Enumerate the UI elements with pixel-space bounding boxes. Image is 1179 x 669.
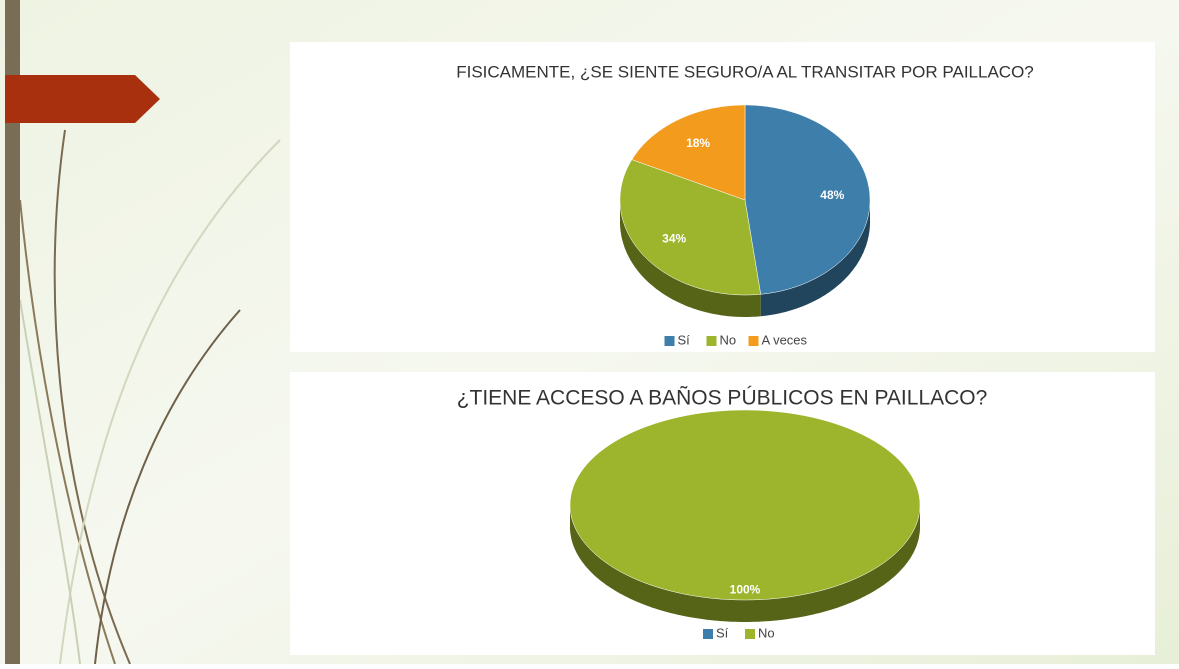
- chart-title: FISICAMENTE, ¿SE SIENTE SEGURO/A AL TRAN…: [456, 62, 1034, 81]
- legend-label: Sí: [716, 625, 729, 640]
- arrow: [5, 75, 160, 123]
- side-bar: [5, 0, 20, 664]
- slice-side: [570, 505, 920, 622]
- legend-swatch: [664, 336, 675, 346]
- legend-swatch: [706, 336, 717, 346]
- data-label: 100%: [730, 583, 761, 597]
- data-label: 34%: [662, 231, 686, 245]
- slice: [619, 159, 761, 296]
- legend-label: A veces: [762, 332, 808, 347]
- data-label: 48%: [820, 188, 844, 202]
- slice-side: [760, 200, 870, 317]
- data-label: 18%: [686, 136, 710, 150]
- legend-swatch: [703, 629, 713, 639]
- legend-label: Sí: [678, 332, 691, 347]
- legend-swatch: [748, 336, 759, 346]
- legend-label: No: [758, 625, 775, 640]
- decoration: [19, 129, 281, 665]
- legend-swatch: [745, 629, 755, 639]
- slice: [631, 104, 746, 201]
- slice: [569, 409, 921, 601]
- slice-side: [620, 200, 761, 317]
- legend-label: No: [720, 332, 737, 347]
- chart-title: ¿TIENE ACCESO A BAÑOS PÚBLICOS EN PAILLA…: [457, 386, 988, 410]
- slice: [744, 104, 871, 295]
